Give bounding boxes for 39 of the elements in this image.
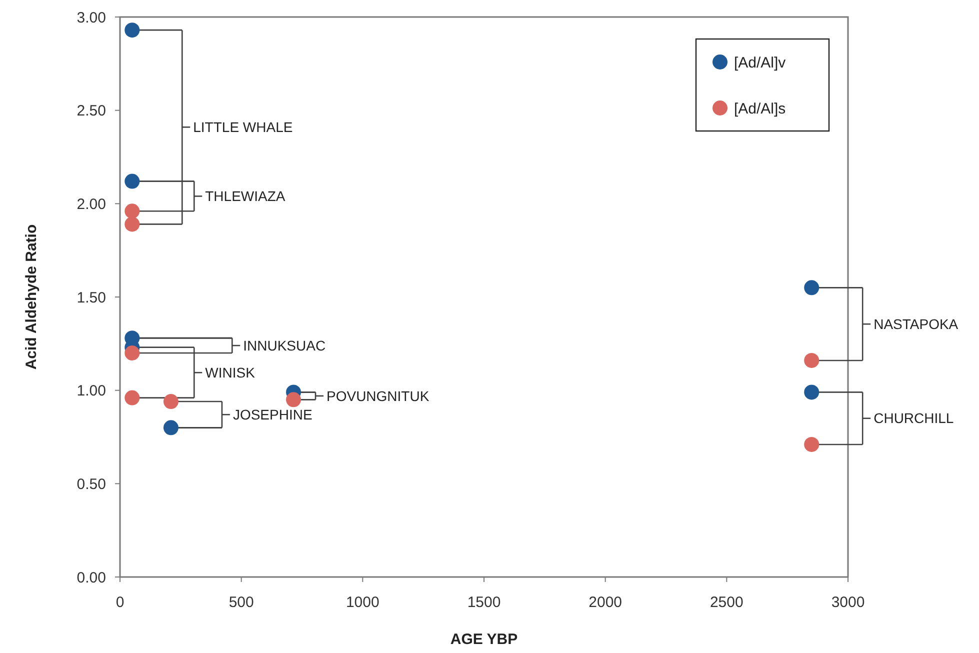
point	[804, 280, 820, 296]
point	[804, 352, 820, 368]
y-tick-label: 1.00	[76, 382, 106, 400]
x-tick-label: 1500	[467, 594, 501, 611]
annotation: JOSEPHINE	[232, 406, 312, 422]
text: NASTAPOKA	[874, 316, 959, 332]
point	[804, 436, 820, 452]
annotation: LITTLE WHALE	[193, 119, 293, 136]
y-tick-label: 0.00	[76, 569, 106, 586]
legend-label: [Ad/Al]s	[734, 100, 786, 118]
text: CHURCHILL	[874, 410, 954, 426]
point	[124, 22, 140, 38]
point	[124, 204, 140, 219]
y-axis-title: Acid Aldehyde Ratio	[23, 224, 40, 370]
x-tick-label: 2500	[710, 594, 744, 611]
x-tick-label: 3000	[831, 594, 865, 611]
point	[124, 174, 140, 189]
point	[124, 216, 140, 232]
point	[163, 420, 178, 436]
x-axis-title: AGE YBP	[450, 631, 518, 648]
point	[163, 394, 178, 410]
annotation: POVUNGNITUK	[326, 388, 430, 404]
y-tick-label: 1.50	[76, 289, 106, 306]
point	[124, 346, 140, 360]
y-tick-label: 2.00	[76, 196, 106, 213]
point	[804, 384, 820, 400]
x-tick-label: 0	[116, 594, 124, 611]
y-tick-label: 2.50	[76, 102, 106, 120]
x-tick-label: 2000	[588, 594, 622, 611]
point	[124, 390, 140, 406]
legend-label: [Ad/Al]v	[734, 54, 786, 72]
y-tick-label: 0.50	[76, 476, 106, 493]
annotation: INNUKSUAC	[243, 337, 326, 354]
annotation: WINISK	[205, 364, 256, 380]
x-tick-label: 500	[228, 594, 254, 611]
point	[286, 392, 302, 408]
annotation: THLEWIAZA	[205, 188, 286, 204]
y-tick-label: 3.00	[76, 9, 106, 26]
x-tick-label: 1000	[346, 594, 380, 611]
